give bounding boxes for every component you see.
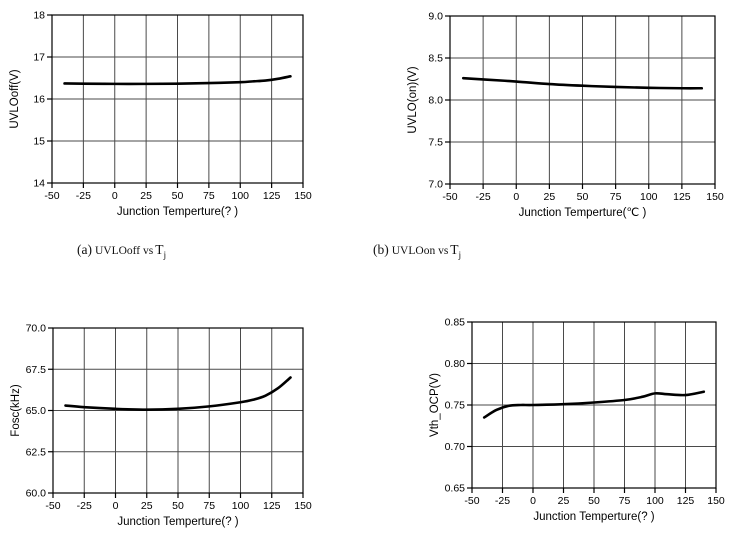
y-tick-label: 0.75	[445, 400, 466, 412]
x-tick-label: 50	[577, 191, 589, 203]
chart-b-caption: (b) UVLOon vs Tj	[373, 241, 461, 261]
x-axis-label: Junction Temperture(? )	[117, 516, 238, 528]
caption-symbol: T	[450, 242, 459, 257]
x-tick-label: 100	[231, 190, 249, 202]
data-curve	[63, 75, 292, 86]
x-tick-label: -25	[76, 190, 91, 202]
caption-symbol: T	[155, 242, 164, 257]
x-axis-label: Junction Temperture(? )	[117, 206, 238, 218]
data-curve	[64, 376, 292, 411]
x-tick-label: 0	[530, 495, 536, 507]
chart-vth-ocp: -50 -25 0 25 50 75 100 125 150 0.65 0.70 0.75 0.80 0.…	[368, 270, 736, 535]
y-tick-label: 16	[33, 94, 45, 106]
data-curve	[482, 390, 706, 419]
y-tick-label: 62.5	[26, 446, 47, 458]
chart-uvlo-on: -50 -25 0 25 50 75 100 125 150 7.0 7.5 8.0 8.5 9.0 Jun…	[368, 0, 736, 232]
caption-subscript: j	[163, 251, 167, 262]
y-tick-label: 15	[33, 136, 45, 148]
x-tick-label: 25	[544, 191, 556, 203]
x-tick-label: -25	[495, 495, 510, 507]
x-tick-label: 100	[232, 500, 250, 512]
x-tick-label: 125	[263, 500, 281, 512]
y-axis-label: Fosc(kHz)	[10, 384, 22, 437]
y-tick-label: 18	[33, 10, 45, 22]
x-tick-label: 25	[558, 495, 570, 507]
chart-fosc: -50 -25 0 25 50 75 100 125 150 60.0 62.5 65.0 67.5 70…	[0, 270, 368, 535]
y-tick-label: 60.0	[26, 488, 47, 500]
x-tick-label: 0	[513, 191, 519, 203]
x-tick-label: 100	[640, 191, 658, 203]
x-axis-label: Junction Temperture(? )	[533, 511, 654, 523]
x-tick-label: 25	[141, 500, 153, 512]
y-tick-label: 8.0	[428, 95, 443, 107]
x-tick-label: -25	[77, 500, 92, 512]
data-curve	[461, 76, 704, 90]
x-tick-label: -25	[476, 191, 491, 203]
chart-uvlo-off-svg: -50 -25 0 25 50 75 100 125 150 14 15 16 17 18 Junction…	[9, 10, 312, 219]
x-tick-label: 50	[588, 495, 600, 507]
y-tick-label: 65.0	[26, 405, 47, 417]
y-tick-label: 0.80	[445, 358, 466, 370]
x-tick-label: 50	[172, 190, 184, 202]
x-axis-label: Junction Temperture(℃ )	[519, 207, 647, 219]
x-tick-label: 100	[646, 495, 664, 507]
x-tick-label: -50	[464, 495, 479, 507]
x-tick-label: 125	[263, 190, 281, 202]
x-tick-label: 75	[619, 495, 631, 507]
y-axis-label: UVLOoff(V)	[9, 69, 21, 128]
x-tick-label: -50	[45, 500, 60, 512]
x-tick-label: 150	[706, 191, 724, 203]
x-tick-label: 125	[673, 191, 691, 203]
caption-body: UVLOoff vs	[94, 245, 154, 257]
y-tick-label: 0.70	[445, 441, 466, 453]
y-tick-label: 7.5	[428, 137, 443, 149]
x-tick-label: 0	[113, 500, 119, 512]
y-tick-label: 70.0	[26, 323, 47, 335]
y-tick-label: 8.5	[428, 53, 443, 65]
x-tick-label: 75	[203, 500, 215, 512]
y-axis-label: Vth_OCP(V)	[429, 373, 441, 437]
y-tick-label: 7.0	[428, 179, 443, 191]
chart-vth-ocp-svg: -50 -25 0 25 50 75 100 125 150 0.65 0.70 0.75 0.80 0.…	[429, 317, 725, 524]
x-tick-label: 150	[294, 190, 312, 202]
y-axis-label: UVLO(on)(V)	[407, 66, 419, 133]
caption-index: (a)	[77, 242, 92, 257]
x-tick-label: 0	[112, 190, 118, 202]
x-tick-label: 150	[707, 495, 725, 507]
x-tick-label: 125	[677, 495, 695, 507]
caption-index: (b)	[373, 242, 389, 257]
x-tick-label: 25	[140, 190, 152, 202]
chart-uvlo-on-svg: -50 -25 0 25 50 75 100 125 150 7.0 7.5 8.0 8.5 9.0 Jun…	[407, 11, 724, 220]
y-tick-label: 67.5	[26, 364, 47, 376]
y-tick-label: 17	[33, 52, 45, 64]
x-tick-label: 75	[610, 191, 622, 203]
x-tick-label: 75	[203, 190, 215, 202]
chart-uvlo-off: -50 -25 0 25 50 75 100 125 150 14 15 16 17 18 Junction…	[0, 0, 368, 232]
x-tick-label: -50	[44, 190, 59, 202]
x-tick-label: 150	[294, 500, 312, 512]
y-tick-label: 9.0	[428, 11, 443, 23]
y-tick-label: 0.85	[445, 317, 466, 329]
x-tick-label: -50	[442, 191, 457, 203]
x-tick-label: 50	[172, 500, 184, 512]
y-tick-label: 0.65	[445, 483, 466, 495]
y-tick-label: 14	[33, 178, 45, 190]
caption-subscript: j	[458, 251, 462, 262]
chart-fosc-svg: -50 -25 0 25 50 75 100 125 150 60.0 62.5 65.0 67.5 70…	[10, 323, 312, 529]
chart-a-caption: (a) UVLOoff vs Tj	[77, 241, 166, 261]
caption-body: UVLOon vs	[391, 245, 449, 257]
